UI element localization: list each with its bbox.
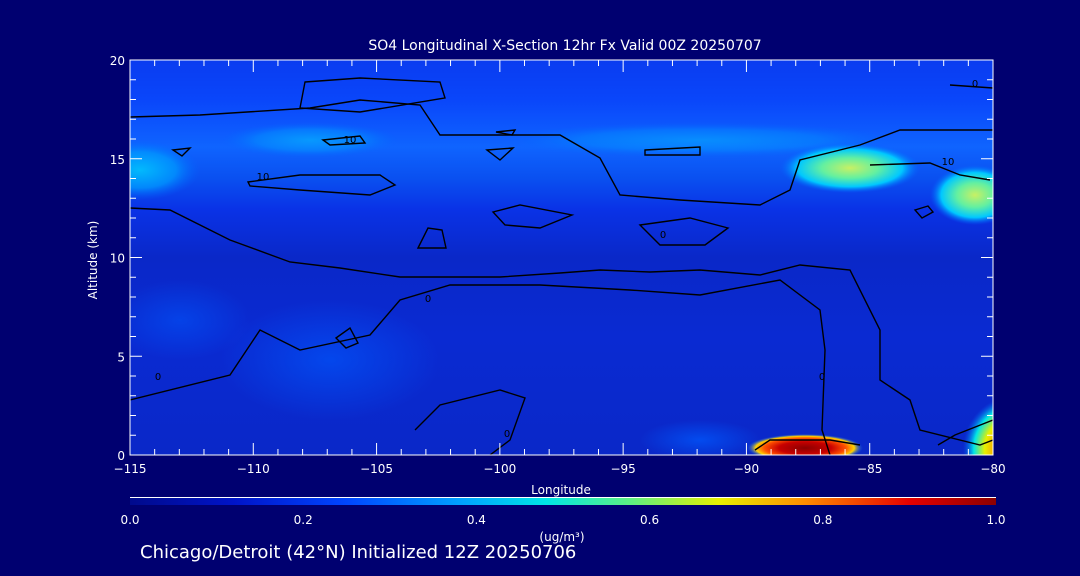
field-glow	[220, 300, 440, 420]
field-green	[780, 143, 920, 193]
field-green	[930, 165, 993, 225]
contour-label: 0	[425, 294, 431, 305]
contour-line	[299, 77, 446, 113]
x-axis: −115 −110 −105 −100 −95 −90 −85 −80	[114, 60, 1006, 476]
x-tick-label: −110	[237, 462, 270, 476]
contour-line	[644, 146, 701, 156]
contour-labels: 0 0 0 0 10 10 10 0 0	[155, 79, 978, 440]
contour-line	[638, 217, 730, 246]
colorbar-tick-label: 0.0	[120, 513, 139, 527]
contour-line	[321, 135, 367, 146]
x-tick-label: −85	[857, 462, 882, 476]
chart-title: SO4 Longitudinal X-Section 12hr Fx Valid…	[368, 38, 761, 54]
contour-line	[171, 147, 192, 157]
colorbar-tick-label: 0.8	[813, 513, 832, 527]
colorbar	[130, 498, 996, 505]
contour-line	[130, 207, 993, 446]
field-hot	[747, 434, 863, 455]
field-cyan	[500, 122, 900, 158]
colorbar-label: (ug/m³)	[539, 530, 584, 544]
y-axis: 0 5 10 15 20	[110, 54, 993, 463]
contour-label: 0	[504, 429, 510, 440]
x-axis-title: Longitude	[531, 483, 591, 497]
colorbar-tick-label: 0.4	[467, 513, 486, 527]
contour-label: 10	[257, 172, 270, 183]
field-glow	[640, 420, 760, 455]
field-glow	[130, 280, 250, 360]
colorbar-tick-label: 0.2	[294, 513, 313, 527]
colorbar-tick-label: 0.6	[640, 513, 659, 527]
x-tick-label: −115	[114, 462, 147, 476]
contour-line	[416, 227, 447, 249]
contour-label: 0	[660, 230, 666, 241]
contour-line	[414, 389, 526, 455]
y-tick-label: 0	[117, 449, 125, 463]
contour-line	[937, 419, 993, 446]
contour-line	[869, 162, 991, 181]
contour-line	[949, 84, 993, 89]
contour-line	[130, 99, 993, 206]
colorbar-ticks: 0.0 0.2 0.4 0.6 0.8 1.0	[120, 513, 1005, 527]
contour-line	[913, 205, 935, 219]
x-tick-label: −100	[483, 462, 516, 476]
field-cyan	[220, 122, 400, 158]
contour-label: 0	[972, 79, 978, 90]
contour-line	[491, 204, 575, 229]
y-tick-label: 15	[110, 153, 125, 167]
x-tick-label: −95	[610, 462, 635, 476]
y-tick-label: 10	[110, 252, 125, 266]
contour-label: 0	[155, 372, 161, 383]
contour-line	[495, 129, 517, 136]
x-tick-label: −105	[360, 462, 393, 476]
contour-line	[246, 174, 397, 196]
x-tick-label: −80	[980, 462, 1005, 476]
contour-lines	[130, 77, 993, 455]
contour-label: 10	[942, 157, 955, 168]
contour-label: 0	[819, 372, 825, 383]
y-tick-label: 5	[117, 350, 125, 364]
contour-line	[130, 279, 831, 455]
caption: Chicago/Detroit (42°N) Initialized 12Z 2…	[140, 542, 577, 563]
contour-line	[334, 326, 359, 349]
colorbar-tick-label: 1.0	[986, 513, 1005, 527]
contour-line	[754, 439, 861, 451]
y-tick-label: 20	[110, 54, 125, 68]
x-tick-label: −90	[734, 462, 759, 476]
contour-line	[485, 147, 515, 161]
field-hot	[945, 395, 993, 455]
plot-area: 0 0 0 0 10 10 10 0 0	[130, 60, 993, 455]
contour-label: 10	[344, 135, 357, 146]
y-axis-title: Altitude (km)	[86, 221, 100, 300]
